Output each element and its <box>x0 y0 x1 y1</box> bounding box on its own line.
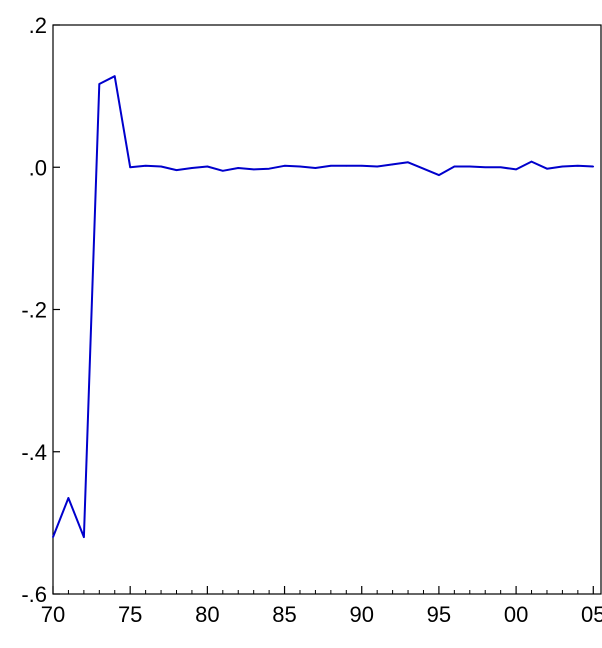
data-point <box>546 167 548 170</box>
y-tick-label: -.4 <box>21 440 47 465</box>
x-tick-label: 95 <box>427 602 451 627</box>
data-point <box>222 170 224 172</box>
x-tick-label: 00 <box>504 602 528 627</box>
data-point <box>592 165 595 168</box>
data-point <box>144 165 147 167</box>
data-point <box>237 167 240 169</box>
plot-frame <box>52 24 602 595</box>
x-tick-label: 05 <box>581 602 602 627</box>
data-point <box>268 167 270 170</box>
data-point <box>376 165 378 168</box>
series-line <box>52 75 594 539</box>
x-tick-label: 70 <box>41 602 65 627</box>
data-point <box>52 536 54 538</box>
series-layer <box>52 75 595 539</box>
data-point <box>561 165 564 168</box>
data-point <box>98 83 101 85</box>
data-point <box>67 497 70 499</box>
y-axis: .2 .0 -.2 -.4 -.6 <box>21 13 60 607</box>
data-point <box>422 167 425 170</box>
data-point <box>484 166 487 169</box>
y-tick-label: -.6 <box>21 582 47 607</box>
data-point <box>283 165 286 167</box>
y-tick-label: .0 <box>29 155 47 180</box>
data-point <box>191 167 193 169</box>
x-tick-label: 80 <box>195 602 219 627</box>
data-point <box>129 166 131 169</box>
data-point <box>499 166 502 169</box>
data-point <box>113 75 116 78</box>
x-tick-label: 75 <box>118 602 142 627</box>
data-point <box>206 165 209 168</box>
data-point <box>577 165 579 167</box>
x-axis: 70 75 80 85 90 95 00 05 <box>41 586 602 627</box>
data-point <box>330 165 332 167</box>
data-point <box>438 174 440 176</box>
data-point <box>160 165 162 168</box>
data-point <box>345 165 348 167</box>
data-point <box>407 161 409 164</box>
data-point <box>299 165 301 168</box>
y-tick-label: .2 <box>29 13 47 38</box>
data-point <box>83 536 85 538</box>
x-tick-label: 85 <box>272 602 296 627</box>
data-point <box>360 165 363 167</box>
x-tick-label: 90 <box>349 602 373 627</box>
data-point <box>530 160 533 163</box>
data-point <box>252 168 255 171</box>
data-point <box>391 163 394 166</box>
data-point <box>314 167 317 169</box>
y-tick-label: -.2 <box>21 298 47 323</box>
data-point <box>468 165 471 168</box>
data-point <box>175 169 178 171</box>
data-point <box>515 168 517 171</box>
data-point <box>453 165 456 168</box>
